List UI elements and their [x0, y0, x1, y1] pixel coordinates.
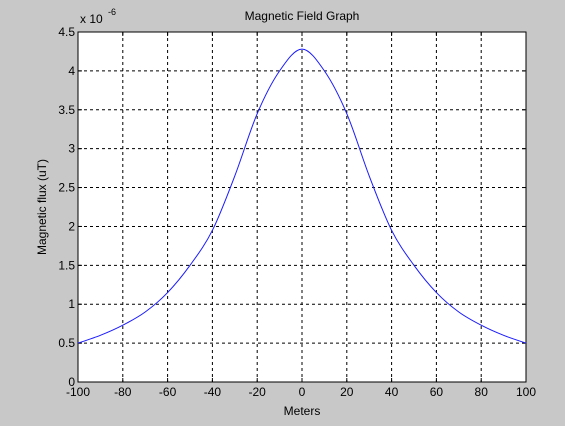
x-tick-label: 60: [430, 385, 444, 399]
y-tick-label: 2.5: [58, 181, 75, 195]
y-tick-label: 3.5: [58, 103, 75, 117]
y-exponent-label: -6: [108, 7, 116, 17]
x-tick-label: -100: [66, 385, 90, 399]
x-tick-label: -60: [159, 385, 177, 399]
x-tick-label: -80: [114, 385, 132, 399]
x-tick-label: -40: [204, 385, 222, 399]
x-tick-label: 100: [516, 385, 536, 399]
y-tick-label: 0: [68, 375, 75, 389]
x-tick-label: 0: [299, 385, 306, 399]
x-tick-label: 20: [340, 385, 354, 399]
x-tick-label: -20: [249, 385, 267, 399]
x-axis-label: Meters: [284, 404, 321, 418]
y-tick-label: 0.5: [58, 336, 75, 350]
grid: [78, 32, 526, 382]
y-tick-label: 4.5: [58, 25, 75, 39]
tick-labels: -100 -80 -60 -40 -20 0 20 40 60 80 100 0 0.5 1 1.5 2 2.5…: [58, 25, 536, 399]
y-multiplier-label: x 10: [80, 12, 103, 26]
y-tick-label: 1.5: [58, 258, 75, 272]
x-tick-label: 40: [385, 385, 399, 399]
x-tick-label: 80: [475, 385, 489, 399]
y-axis-label: Magnetic flux (uT): [35, 159, 49, 255]
y-tick-label: 1: [68, 297, 75, 311]
series-line: [77, 48, 527, 344]
y-tick-label: 2: [68, 219, 75, 233]
series-layer: [77, 48, 527, 344]
y-tick-label: 3: [68, 142, 75, 156]
axes-frame: [77, 31, 527, 383]
y-tick-label: 4: [68, 64, 75, 78]
chart-title: Magnetic Field Graph: [245, 9, 360, 23]
